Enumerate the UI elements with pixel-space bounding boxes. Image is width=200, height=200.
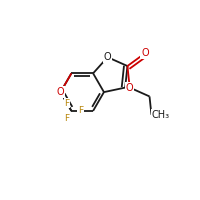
Text: O: O	[57, 87, 64, 97]
Text: O: O	[126, 83, 134, 93]
Text: F: F	[78, 106, 83, 115]
Text: O: O	[141, 48, 149, 58]
Text: O: O	[104, 52, 111, 62]
Text: F: F	[64, 99, 70, 108]
Text: CH₃: CH₃	[151, 110, 170, 120]
Text: F: F	[64, 114, 70, 123]
